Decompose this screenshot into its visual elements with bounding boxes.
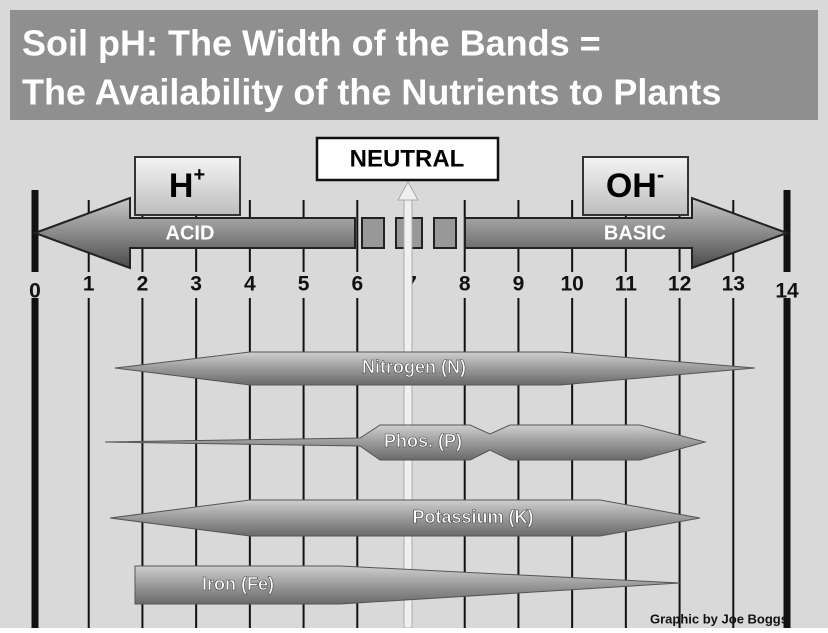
- neutral-pointer: [403, 194, 413, 629]
- scale-label-bg: [773, 272, 801, 298]
- ion: OH: [606, 167, 657, 205]
- scale-label-bg: [128, 272, 157, 298]
- basic-arrow: [464, 196, 790, 270]
- acid-label: ACID: [166, 222, 215, 244]
- scale-label: 0: [29, 280, 41, 303]
- scale-label-bg: [235, 272, 264, 298]
- scale-label: 13: [722, 273, 745, 296]
- ion-charge: -: [657, 162, 664, 187]
- scale-label-bg: [74, 272, 103, 298]
- scale-label: 1: [83, 273, 95, 296]
- arrow-segment: [433, 217, 457, 249]
- acid-arrow: [32, 196, 356, 270]
- scale-label: 6: [351, 273, 363, 296]
- scale-label-bg: [343, 272, 372, 298]
- scale-label: 3: [190, 273, 202, 296]
- title: Soil pH: The Width of the Bands =: [22, 23, 601, 64]
- scale-label-bg: [450, 272, 479, 298]
- oh-box: [582, 156, 689, 216]
- basic-label: BASIC: [604, 222, 666, 244]
- credit: Graphic by Joe Boggs: [650, 611, 788, 626]
- nutrient-label: Nitrogen (N): [362, 357, 466, 377]
- scale-label: 14: [775, 280, 799, 303]
- ion-charge: +: [193, 164, 205, 186]
- scale-label: 11: [615, 273, 638, 296]
- scale-label-bg: [719, 272, 748, 298]
- ion: H: [169, 167, 194, 205]
- scale-label-bg: [665, 272, 694, 298]
- scale-label: 2: [137, 273, 149, 296]
- title: The Availability of the Nutrients to Pla…: [22, 72, 721, 113]
- scale-label-bg: [21, 272, 49, 298]
- scale-label-bg: [504, 272, 533, 298]
- oh-ion: OH-: [606, 162, 664, 205]
- nutrient-band: [134, 565, 681, 605]
- scale-label-bg: [182, 272, 211, 298]
- scale-label: 8: [459, 273, 471, 296]
- nutrient-label: Potassium (K): [412, 507, 533, 527]
- neutral-pointer-head: [397, 180, 419, 201]
- h-box: [134, 156, 241, 216]
- scale-lines: 01234567891011121314: [21, 190, 801, 628]
- title-box: [10, 10, 818, 120]
- scale-label-bg: [611, 272, 640, 298]
- arrow-segment: [361, 217, 385, 249]
- nutrient-labels: Nitrogen (N) Phos. (P) Potassium (K) Iron (…: [202, 356, 534, 594]
- nutrient-label: Phos. (P): [384, 431, 462, 451]
- nutrient-band: [104, 424, 707, 461]
- neutral-box: [315, 136, 500, 182]
- scale-label: 9: [513, 273, 525, 296]
- nutrient-label: Iron (Fe): [202, 574, 274, 594]
- scale-label: 5: [298, 273, 310, 296]
- h-ion: H+: [169, 164, 205, 205]
- scale-label-bg: [289, 272, 318, 298]
- scale-label: 10: [560, 273, 583, 296]
- nutrient-band: [114, 351, 756, 386]
- scale-label: 12: [668, 273, 691, 296]
- scale-label-bg: [558, 272, 587, 298]
- scale-label: 4: [244, 273, 256, 296]
- nutrient-band: [109, 499, 701, 537]
- neutral-label: NEUTRAL: [350, 145, 465, 172]
